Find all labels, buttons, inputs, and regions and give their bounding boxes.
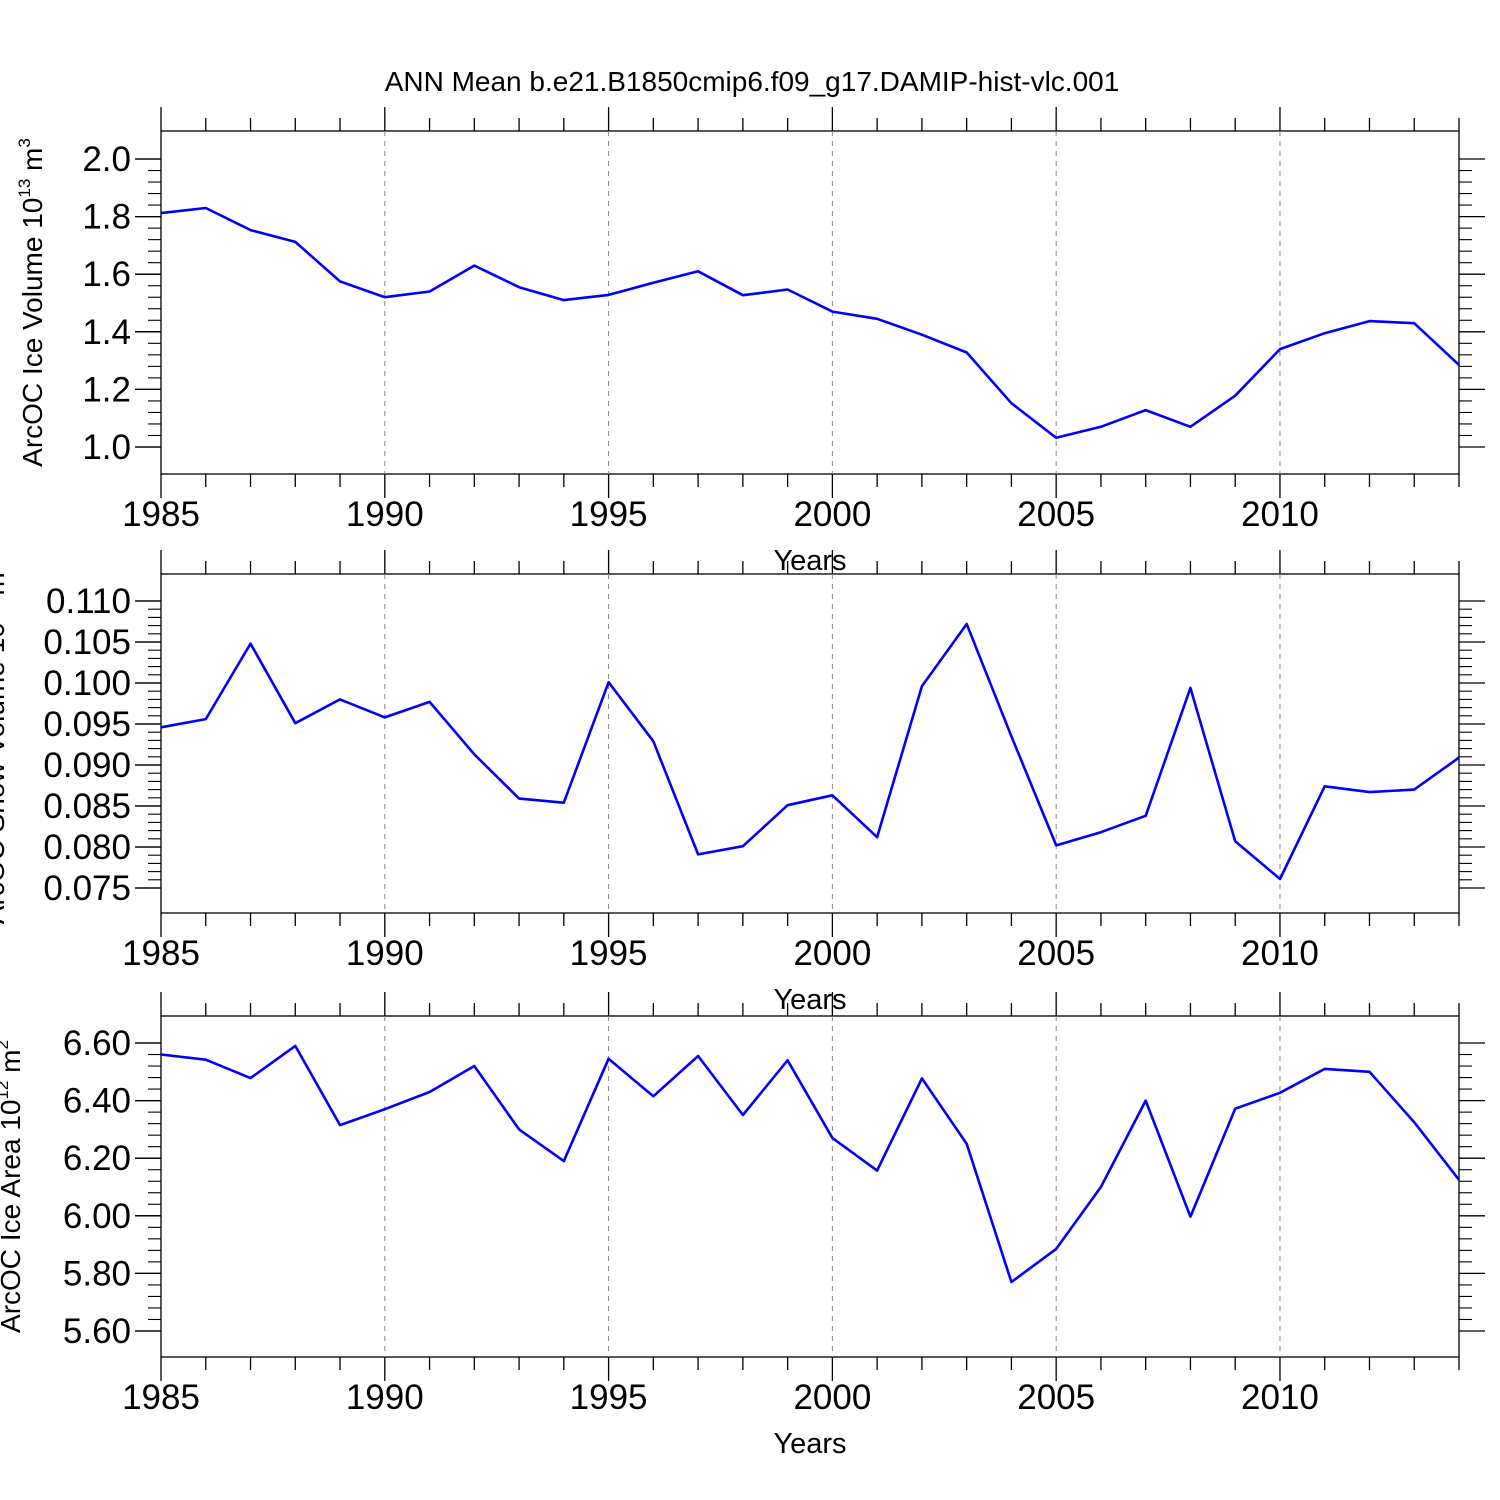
x-axis-label: Years (773, 984, 846, 1016)
x-tick-label: 1990 (346, 1378, 424, 1417)
x-tick-label: 1985 (122, 495, 200, 534)
y-axis-label-exponent: 12 (0, 1081, 12, 1100)
y-axis-label-unit: m (0, 1050, 26, 1081)
y-tick-label: 1.4 (82, 313, 131, 352)
y-tick-label: 1.6 (82, 255, 131, 294)
x-tick-label: 2010 (1241, 1378, 1319, 1417)
y-axis-label-unit-exponent: 3 (15, 138, 34, 147)
y-tick-label: 1.8 (82, 198, 131, 237)
x-tick-label: 1995 (570, 934, 648, 973)
y-axis-label-unit-exponent: 2 (0, 1040, 12, 1049)
x-tick-label: 1995 (570, 495, 648, 534)
x-axis-label: Years (773, 1428, 846, 1460)
chart-panel-3: 5.60 5.80 6.00 6.20 6.40 6.60 1985 1990 1995 2000… (0, 992, 1485, 1460)
x-tick-label: 2000 (793, 934, 871, 973)
y-tick-label: 2.0 (82, 140, 131, 179)
y-tick-label: 0.100 (43, 664, 131, 703)
y-tick-label: 0.080 (43, 828, 131, 867)
x-axis-label: Years (773, 545, 846, 577)
x-tick-label: 1995 (570, 1378, 648, 1417)
y-axis-label-text: ArcOC Ice Area 10 (0, 1100, 26, 1333)
y-tick-label: 5.60 (63, 1312, 131, 1351)
y-axis-label-text: ArcOC Snow Volume 10 (0, 622, 10, 924)
y-axis-label-exponent: 13 (15, 179, 34, 198)
y-tick-label: 0.090 (43, 746, 131, 785)
x-tick-label: 2010 (1241, 495, 1319, 534)
y-tick-label: 6.60 (63, 1024, 131, 1063)
y-axis-label-unit: m (0, 572, 10, 603)
y-axis-label: ArcOC Ice Area 1012 m2 (0, 1040, 26, 1333)
x-tick-label: 1990 (346, 934, 424, 973)
y-tick-label: 0.095 (43, 705, 131, 744)
y-tick-label: 1.2 (82, 370, 131, 409)
x-tick-label: 2005 (1017, 934, 1095, 973)
series-line (160, 622, 1460, 881)
chart-panel-1: 1.0 1.2 1.4 1.6 1.8 2.0 1985 1990 1995 2000 2005 20… (15, 107, 1485, 577)
x-tick-label: 1985 (122, 934, 200, 973)
plot-frame (160, 573, 1460, 914)
plot-frame (160, 1015, 1460, 1358)
plot-frame (160, 130, 1460, 475)
x-tick-label: 2010 (1241, 934, 1319, 973)
y-tick-label: 0.105 (43, 623, 131, 662)
y-axis-label-unit: m (17, 148, 48, 179)
y-tick-label: 6.00 (63, 1197, 131, 1236)
chart-panel-2: 0.0750.0800.0850.0900.0950.1000.1050.110… (0, 550, 1485, 1016)
y-tick-label: 5.80 (63, 1254, 131, 1293)
y-tick-label: 6.40 (63, 1082, 131, 1121)
y-axis-label: ArcOC Ice Volume 1013 m3 (15, 138, 48, 467)
x-tick-label: 2000 (793, 1378, 871, 1417)
x-tick-label: 2005 (1017, 1378, 1095, 1417)
y-tick-label: 1.0 (82, 428, 131, 467)
x-tick-label: 2000 (793, 495, 871, 534)
x-tick-label: 1990 (346, 495, 424, 534)
y-tick-label: 0.110 (46, 582, 131, 621)
series-line (160, 1044, 1461, 1284)
series-line (160, 206, 1460, 440)
y-axis-label-text: ArcOC Ice Volume 10 (17, 198, 48, 467)
figure-title: ANN Mean b.e21.B1850cmip6.f09_g17.DAMIP-… (385, 66, 1120, 97)
x-tick-label: 1985 (122, 1378, 200, 1417)
x-tick-label: 2005 (1017, 495, 1095, 534)
y-tick-label: 0.085 (43, 787, 131, 826)
y-tick-label: 6.20 (63, 1139, 131, 1178)
y-tick-label: 0.075 (43, 869, 131, 908)
y-axis-label: ArcOC Snow Volume 1013 m3 (0, 563, 10, 924)
